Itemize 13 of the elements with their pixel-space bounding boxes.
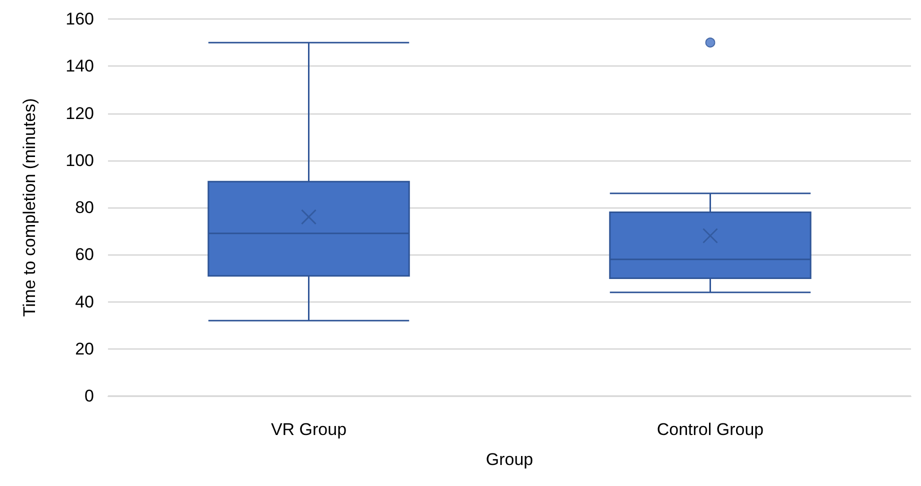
y-tick-label: 20 — [75, 339, 94, 358]
y-tick-label: 140 — [66, 56, 94, 76]
y-tick-label: 120 — [66, 104, 94, 123]
y-tick-label: 80 — [75, 198, 94, 217]
x-tick-label: VR Group — [270, 420, 347, 439]
x-tick-label: Control Group — [656, 420, 764, 439]
y-tick-label: 60 — [75, 245, 94, 264]
y-tick-label: 160 — [66, 10, 94, 28]
y-axis-title: Time to completion (minutes) — [20, 98, 39, 317]
y-tick-label: 0 — [84, 386, 94, 406]
x-axis-title: Group — [486, 450, 534, 469]
y-tick-label: 100 — [66, 150, 94, 170]
y-tick-label: 40 — [75, 292, 94, 312]
